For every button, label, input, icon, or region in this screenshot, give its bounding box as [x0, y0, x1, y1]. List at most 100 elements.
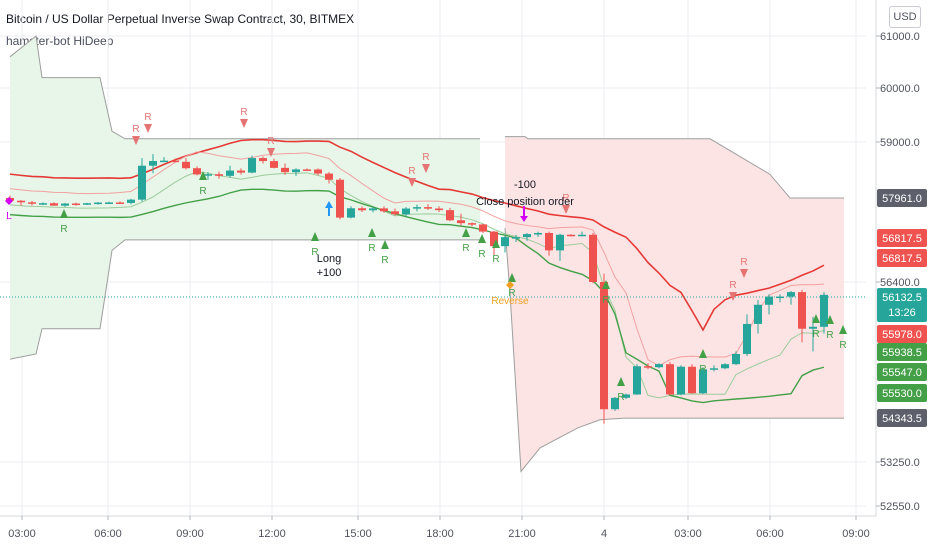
price-label-tag[interactable]: 54343.5: [877, 409, 927, 427]
candle-body[interactable]: [710, 368, 718, 370]
price-tag-bg: [877, 189, 927, 207]
candle-body[interactable]: [512, 237, 520, 239]
candle-body[interactable]: [633, 366, 641, 395]
candle-body[interactable]: [490, 231, 498, 247]
price-label-tag[interactable]: 55530.0: [877, 384, 927, 402]
candle-body[interactable]: [787, 292, 795, 297]
candle-body[interactable]: [248, 158, 256, 173]
signal-label: R: [240, 107, 247, 118]
candle-body[interactable]: [567, 234, 575, 237]
candle-body[interactable]: [17, 200, 25, 203]
candle-body[interactable]: [369, 208, 377, 211]
candle-body[interactable]: [534, 233, 542, 235]
candle-body[interactable]: [259, 158, 267, 162]
candle-body[interactable]: [743, 323, 751, 354]
x-tick-label: 12:00: [258, 528, 286, 540]
candle-body[interactable]: [556, 234, 564, 251]
price-label-tag[interactable]: 55978.0: [877, 325, 927, 343]
candle-body[interactable]: [501, 237, 509, 247]
candle-body[interactable]: [39, 203, 47, 205]
candle-body[interactable]: [677, 366, 685, 395]
x-tick-label: 21:00: [508, 528, 536, 540]
candle-body[interactable]: [688, 366, 696, 394]
candle-body[interactable]: [446, 210, 454, 221]
candle-body[interactable]: [721, 364, 729, 369]
candle-body[interactable]: [61, 203, 69, 206]
candle-body[interactable]: [237, 170, 245, 173]
buy-signal-icon: [368, 228, 376, 237]
price-label-tag[interactable]: 56817.5: [877, 249, 927, 267]
candle-body[interactable]: [644, 366, 652, 368]
candle-body[interactable]: [83, 203, 91, 205]
x-tick-label: 06:00: [94, 528, 122, 540]
price-label-tag[interactable]: 56817.5: [877, 229, 927, 247]
candle-body[interactable]: [600, 282, 608, 410]
candle-body[interactable]: [523, 234, 531, 238]
candle-body[interactable]: [809, 326, 817, 329]
candle-body[interactable]: [798, 292, 806, 329]
candle-body[interactable]: [655, 364, 663, 368]
candle-body[interactable]: [314, 169, 322, 174]
candle-body[interactable]: [160, 160, 168, 163]
candle-body[interactable]: [666, 364, 674, 395]
candle-body[interactable]: [402, 208, 410, 215]
candle-body[interactable]: [226, 170, 234, 176]
price-tag-text: 55978.0: [882, 329, 922, 341]
candle-body[interactable]: [171, 160, 179, 163]
price-label-tag[interactable]: 55547.0: [877, 363, 927, 381]
candle-body[interactable]: [215, 174, 223, 176]
candle-body[interactable]: [424, 207, 432, 209]
candle-body[interactable]: [28, 202, 36, 204]
signal-label: R: [826, 330, 833, 341]
price-label-tag[interactable]: 57961.0: [877, 189, 927, 207]
candle-body[interactable]: [116, 202, 124, 204]
price-label-tag[interactable]: 55938.5: [877, 343, 927, 361]
candle-body[interactable]: [468, 223, 476, 225]
candle-body[interactable]: [336, 179, 344, 218]
candle-body[interactable]: [325, 173, 333, 180]
candle-body[interactable]: [391, 211, 399, 215]
candle-body[interactable]: [732, 353, 740, 365]
candle-body[interactable]: [72, 203, 80, 206]
candle-body[interactable]: [270, 161, 278, 168]
candle-body[interactable]: [578, 234, 586, 237]
price-label-tag[interactable]: 56132.5 13:26: [877, 288, 927, 322]
candle-body[interactable]: [589, 234, 597, 282]
candle-body[interactable]: [754, 304, 762, 324]
candle-body[interactable]: [699, 369, 707, 394]
candle-body[interactable]: [435, 208, 443, 211]
long-label: Long: [317, 253, 341, 265]
sell-signal-icon: [408, 178, 416, 187]
candle-body[interactable]: [622, 394, 630, 398]
candle-body[interactable]: [292, 169, 300, 173]
candle-body[interactable]: [281, 167, 289, 173]
candle-body[interactable]: [50, 203, 58, 206]
candle-body[interactable]: [149, 161, 157, 166]
candle-body[interactable]: [611, 397, 619, 410]
candle-body[interactable]: [776, 296, 784, 299]
candle-body[interactable]: [105, 202, 113, 204]
candle-body[interactable]: [765, 296, 773, 305]
candle-body[interactable]: [820, 294, 828, 327]
candle-body[interactable]: [303, 169, 311, 171]
currency-button[interactable]: USD: [889, 6, 921, 28]
signal-label: R: [478, 249, 485, 260]
candle-body[interactable]: [182, 161, 190, 169]
candle-body[interactable]: [193, 168, 201, 175]
candle-body[interactable]: [457, 220, 465, 224]
left-marker-icon: [5, 197, 13, 205]
candle-body[interactable]: [413, 207, 421, 209]
signal-label: R: [740, 257, 747, 268]
candle-body[interactable]: [138, 165, 146, 200]
candle-body[interactable]: [204, 174, 212, 176]
candle-body[interactable]: [127, 199, 135, 203]
candle-body[interactable]: [358, 208, 366, 211]
candle-body[interactable]: [545, 233, 553, 251]
buy-signal-icon: [812, 314, 820, 323]
candle-body[interactable]: [347, 208, 355, 218]
signal-label: R: [368, 243, 375, 254]
candle-body[interactable]: [479, 224, 487, 232]
candle-body[interactable]: [94, 202, 102, 205]
candle-body[interactable]: [380, 208, 388, 212]
